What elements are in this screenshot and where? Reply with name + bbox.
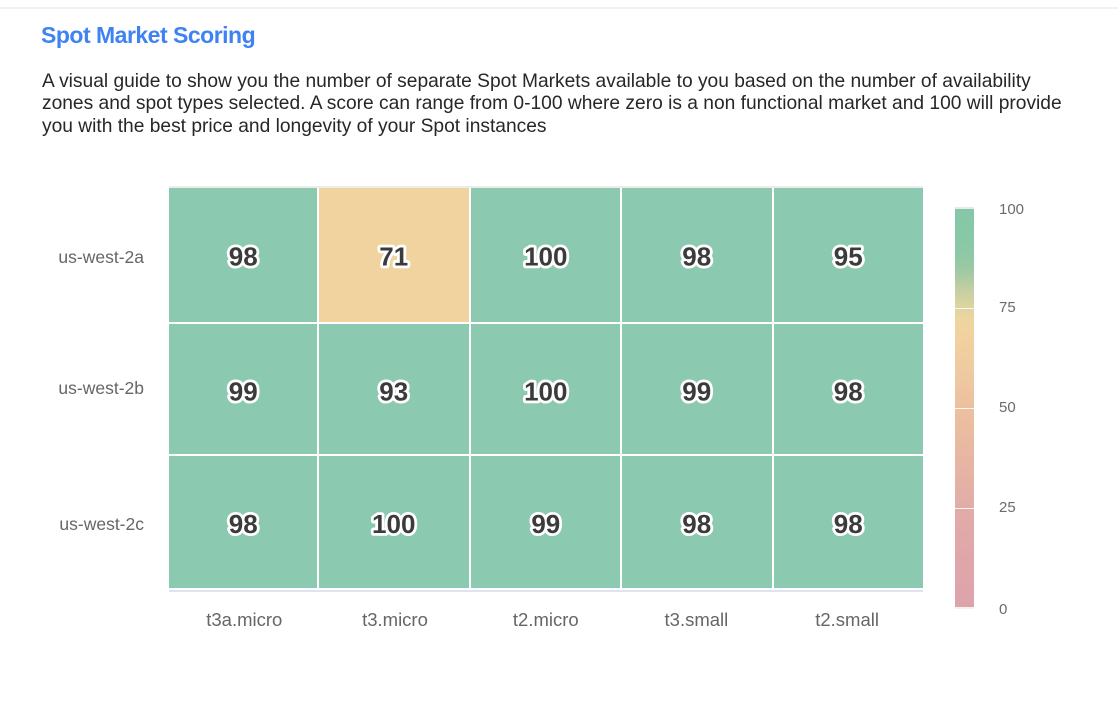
svg-text:99: 99 (683, 376, 712, 406)
svg-text:99: 99 (531, 509, 560, 539)
svg-text:93: 93 (380, 376, 409, 406)
svg-text:98: 98 (229, 242, 258, 272)
svg-text:98: 98 (834, 376, 863, 406)
svg-text:98: 98 (229, 509, 258, 539)
svg-text:98: 98 (683, 509, 712, 539)
svg-text:100: 100 (524, 376, 567, 406)
svg-text:100: 100 (524, 242, 567, 272)
svg-text:99: 99 (229, 376, 258, 406)
svg-text:100: 100 (372, 509, 415, 539)
svg-text:98: 98 (683, 242, 712, 272)
svg-text:98: 98 (834, 509, 863, 539)
svg-text:71: 71 (380, 242, 409, 272)
svg-text:95: 95 (834, 242, 863, 272)
